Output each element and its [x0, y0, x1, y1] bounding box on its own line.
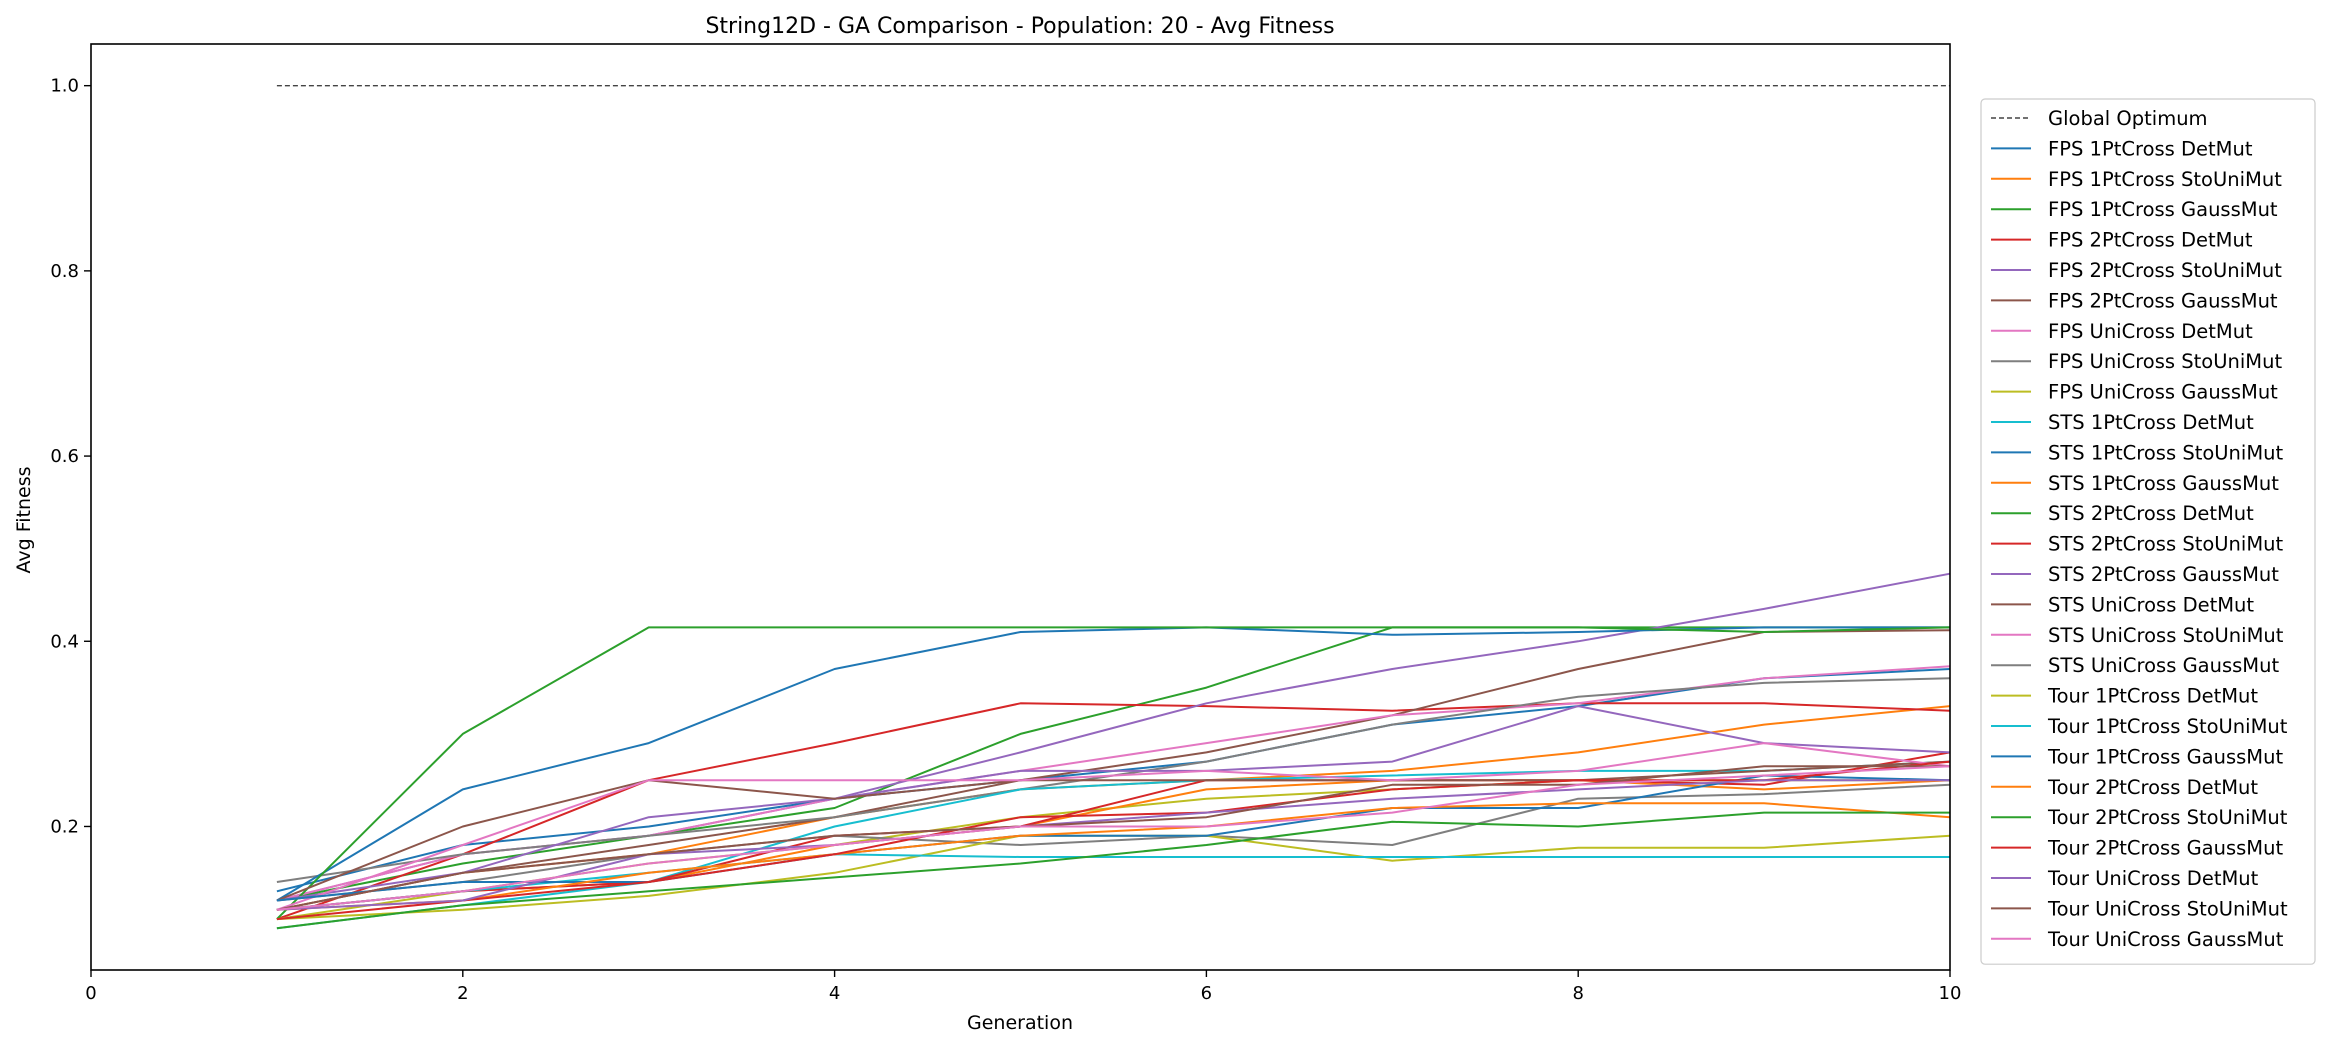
legend-label: Tour 1PtCross DetMut — [2047, 685, 2258, 708]
series-line-13 — [276, 626, 1951, 920]
legend-label: STS 1PtCross StoUniMut — [2048, 441, 2284, 464]
legend-label: STS 2PtCross DetMut — [2048, 502, 2254, 525]
y-tick-label: 0.4 — [50, 631, 79, 652]
legend: Global Optimum FPS 1PtCross DetMut FPS 1Pt… — [1980, 98, 2316, 965]
series-line-27 — [276, 765, 1951, 911]
legend-label: FPS 2PtCross StoUniMut — [2048, 259, 2282, 282]
legend-label: FPS 1PtCross DetMut — [2048, 137, 2253, 160]
legend-label: FPS 2PtCross GaussMut — [2048, 289, 2278, 312]
legend-label: FPS UniCross StoUniMut — [2048, 350, 2282, 373]
legend-box — [1980, 98, 2316, 965]
legend-label: STS 2PtCross StoUniMut — [2048, 533, 2284, 556]
series-line-18 — [276, 783, 1951, 902]
legend-label: FPS 1PtCross StoUniMut — [2048, 168, 2282, 191]
legend-label: FPS UniCross DetMut — [2048, 320, 2253, 343]
legend-label: Tour 2PtCross DetMut — [2047, 776, 2258, 799]
legend-label: FPS UniCross GaussMut — [2048, 381, 2278, 404]
legend-label: STS 2PtCross GaussMut — [2048, 563, 2279, 586]
legend-label: Tour 1PtCross GaussMut — [2047, 745, 2283, 768]
legend-label: Tour UniCross GaussMut — [2047, 928, 2284, 951]
y-tick-label: 1.0 — [50, 76, 79, 97]
series-line-21 — [276, 774, 1951, 902]
y-tick-label: 0.2 — [50, 816, 79, 837]
series-line-6 — [276, 629, 1951, 911]
series-line-3 — [276, 626, 1950, 902]
legend-label: STS 1PtCross DetMut — [2048, 411, 2254, 434]
legend-label: Tour 2PtCross GaussMut — [2047, 837, 2283, 860]
x-tick-label: 0 — [85, 983, 96, 1004]
series-line-17 — [276, 742, 1951, 911]
legend-label: Tour 1PtCross StoUniMut — [2047, 715, 2288, 738]
series-line-23 — [276, 811, 1950, 930]
y-axis-label: Avg Fitness — [13, 466, 35, 573]
y-tick-label: 0.6 — [50, 446, 79, 467]
plot-area: 0 2 4 6 8 10 0.2 0.4 0.6 0.8 1.0 — [50, 43, 1962, 1004]
legend-label: Tour UniCross StoUniMut — [2047, 897, 2288, 920]
series-line-22 — [276, 802, 1951, 911]
legend-label: FPS 2PtCross DetMut — [2048, 229, 2253, 252]
series-line-10 — [276, 760, 1951, 930]
series-line-26 — [276, 765, 1950, 911]
x-tick-label: 6 — [1201, 983, 1212, 1004]
legend-label: FPS 1PtCross GaussMut — [2048, 198, 2278, 221]
x-tick-label: 8 — [1572, 983, 1583, 1004]
legend-label: STS UniCross DetMut — [2048, 593, 2254, 616]
x-axis-label: Generation — [967, 1012, 1073, 1034]
legend-label: STS UniCross GaussMut — [2048, 654, 2279, 677]
legend-label: STS 1PtCross GaussMut — [2048, 472, 2279, 495]
axes-frame — [90, 43, 1951, 971]
y-tick-label: 0.8 — [50, 261, 79, 282]
series-line-4 — [276, 702, 1951, 921]
legend-label: Tour 2PtCross StoUniMut — [2047, 806, 2288, 829]
series-line-15 — [276, 705, 1951, 902]
x-tick-label: 2 — [457, 983, 468, 1004]
x-tick-label: 10 — [1939, 983, 1962, 1004]
legend-label: Global Optimum — [2048, 107, 2208, 130]
legend-label: STS UniCross StoUniMut — [2048, 624, 2284, 647]
x-tick-label: 4 — [829, 983, 840, 1004]
chart-title: String12D - GA Comparison - Population: … — [705, 14, 1334, 39]
legend-label: Tour UniCross DetMut — [2047, 867, 2259, 890]
